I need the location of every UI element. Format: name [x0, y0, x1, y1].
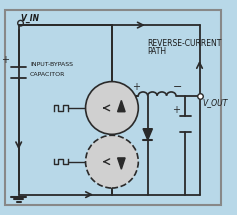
Text: INPUT-BYPASS: INPUT-BYPASS [30, 62, 73, 67]
Polygon shape [118, 158, 125, 169]
Text: REVERSE-CURRENT: REVERSE-CURRENT [148, 39, 222, 48]
Text: +: + [1, 55, 9, 65]
Text: V_OUT: V_OUT [202, 98, 228, 108]
Circle shape [86, 135, 138, 188]
Text: −: − [173, 82, 182, 92]
Text: CAPACITOR: CAPACITOR [30, 72, 65, 77]
Text: PATH: PATH [148, 47, 167, 56]
Text: V_IN: V_IN [21, 14, 40, 23]
Text: +: + [132, 82, 140, 92]
Polygon shape [118, 100, 125, 112]
Text: +: + [172, 105, 180, 115]
Circle shape [86, 82, 138, 134]
Polygon shape [143, 129, 152, 140]
